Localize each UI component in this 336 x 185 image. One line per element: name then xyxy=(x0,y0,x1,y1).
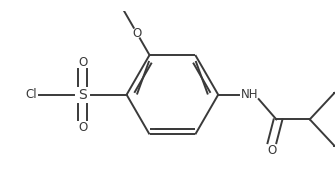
Text: S: S xyxy=(78,88,87,102)
Text: O: O xyxy=(78,56,87,69)
Text: NH: NH xyxy=(241,88,259,101)
Text: O: O xyxy=(78,121,87,134)
Text: O: O xyxy=(133,27,142,40)
Text: O: O xyxy=(267,144,277,157)
Text: Cl: Cl xyxy=(26,88,37,101)
